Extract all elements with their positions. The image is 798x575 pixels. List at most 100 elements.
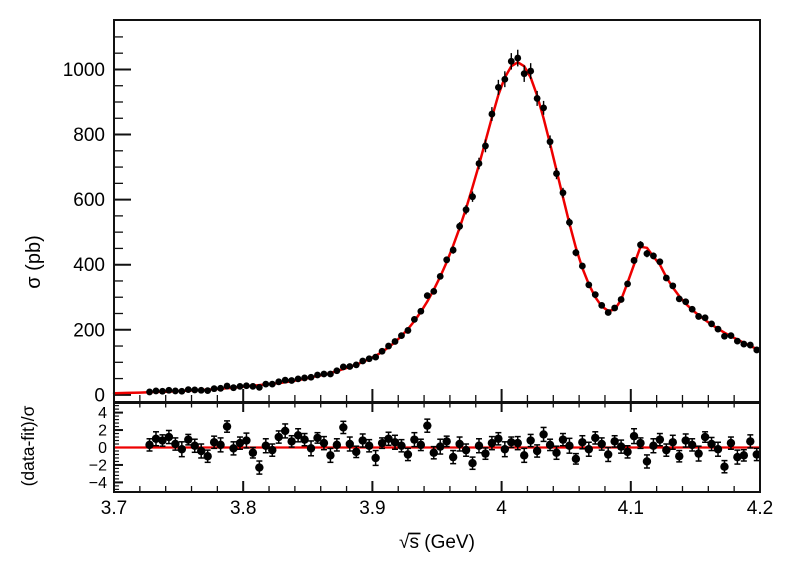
data-point: [255, 383, 263, 391]
residual-point: [662, 445, 671, 455]
data-point: [643, 250, 651, 258]
residual-point: [520, 451, 529, 460]
data-point: [695, 313, 703, 320]
data-point: [146, 388, 153, 396]
y-tick-label-top: 400: [73, 255, 105, 276]
residual-point: [687, 440, 697, 450]
residual-point: [578, 438, 587, 447]
residual-point: [261, 441, 271, 450]
data-point: [178, 387, 186, 395]
residual-point: [726, 438, 736, 448]
residual-point: [280, 426, 290, 436]
data-point: [243, 382, 250, 390]
data-point: [630, 257, 638, 264]
data-point: [527, 67, 535, 75]
residual-point: [733, 452, 742, 462]
data-point: [520, 70, 528, 78]
data-point: [449, 246, 457, 254]
residual-point: [222, 422, 232, 431]
data-point: [611, 304, 619, 312]
data-point: [488, 110, 496, 118]
residual-point: [429, 448, 438, 457]
data-point: [320, 370, 328, 378]
data-point: [314, 371, 321, 379]
data-point: [637, 241, 644, 249]
data-point: [268, 380, 276, 388]
residual-point: [184, 435, 193, 444]
residual-point: [552, 448, 561, 457]
data-point: [204, 387, 212, 395]
data-point: [546, 138, 554, 146]
y-tick-label-bottom: −4: [89, 475, 107, 492]
data-point: [701, 314, 709, 322]
residual-point: [352, 447, 361, 457]
residual-point: [720, 462, 729, 471]
data-point: [598, 301, 606, 309]
residual-point: [268, 445, 277, 455]
data-point: [352, 361, 360, 369]
residual-point: [739, 451, 749, 460]
data-point: [210, 385, 218, 393]
data-point: [217, 384, 224, 392]
data-point: [301, 374, 308, 382]
data-point: [417, 307, 425, 315]
data-point: [753, 346, 761, 354]
residual-point: [209, 438, 219, 447]
x-tick-label: 3.7: [101, 498, 127, 519]
residual-point: [494, 434, 503, 443]
y-tick-label-bottom: 4: [98, 405, 107, 422]
residual-point: [500, 445, 510, 454]
data-point: [733, 337, 741, 345]
data-point: [656, 258, 664, 266]
residual-point: [339, 423, 348, 432]
data-point: [443, 256, 451, 264]
y-tick-label-bottom: −2: [89, 457, 107, 474]
residual-point: [616, 442, 626, 451]
residual-point: [629, 431, 639, 441]
residual-point: [377, 438, 387, 448]
data-point: [675, 295, 683, 303]
residual-point: [403, 450, 413, 459]
residual-point: [287, 437, 296, 446]
data-point: [572, 249, 580, 257]
data-point: [714, 325, 722, 333]
residual-point: [242, 436, 251, 445]
residual-point: [300, 435, 309, 444]
data-point: [197, 386, 205, 394]
data-point: [559, 189, 567, 197]
y-tick-label-top: 200: [73, 320, 105, 341]
data-point: [152, 387, 160, 395]
x-tick-label: 4: [496, 498, 507, 519]
residual-point: [700, 432, 710, 442]
data-point: [688, 305, 696, 313]
residual-point: [707, 439, 716, 449]
residual-point: [481, 449, 490, 458]
residual-point: [487, 438, 497, 448]
data-point: [566, 218, 573, 226]
residual-point: [565, 441, 574, 450]
x-tick-label: 4.1: [618, 498, 644, 519]
residual-point: [384, 434, 393, 443]
residual-point: [539, 430, 548, 439]
residual-point: [248, 448, 258, 457]
data-point: [339, 363, 347, 371]
data-point: [746, 341, 754, 349]
residual-point: [319, 438, 329, 448]
data-point: [398, 332, 405, 340]
residual-point: [636, 438, 645, 448]
residual-point: [532, 446, 542, 456]
y-axis-title-top: σ (pb): [23, 235, 45, 288]
residual-point: [642, 457, 652, 466]
data-point: [372, 353, 380, 361]
data-point: [650, 252, 657, 260]
data-point: [669, 282, 677, 290]
data-point: [184, 386, 192, 394]
data-point: [462, 206, 470, 214]
residual-point: [190, 441, 199, 450]
residual-point: [649, 441, 658, 450]
residual-point: [177, 445, 187, 454]
data-point: [727, 332, 735, 340]
data-point: [617, 296, 625, 303]
residual-point: [513, 438, 522, 448]
